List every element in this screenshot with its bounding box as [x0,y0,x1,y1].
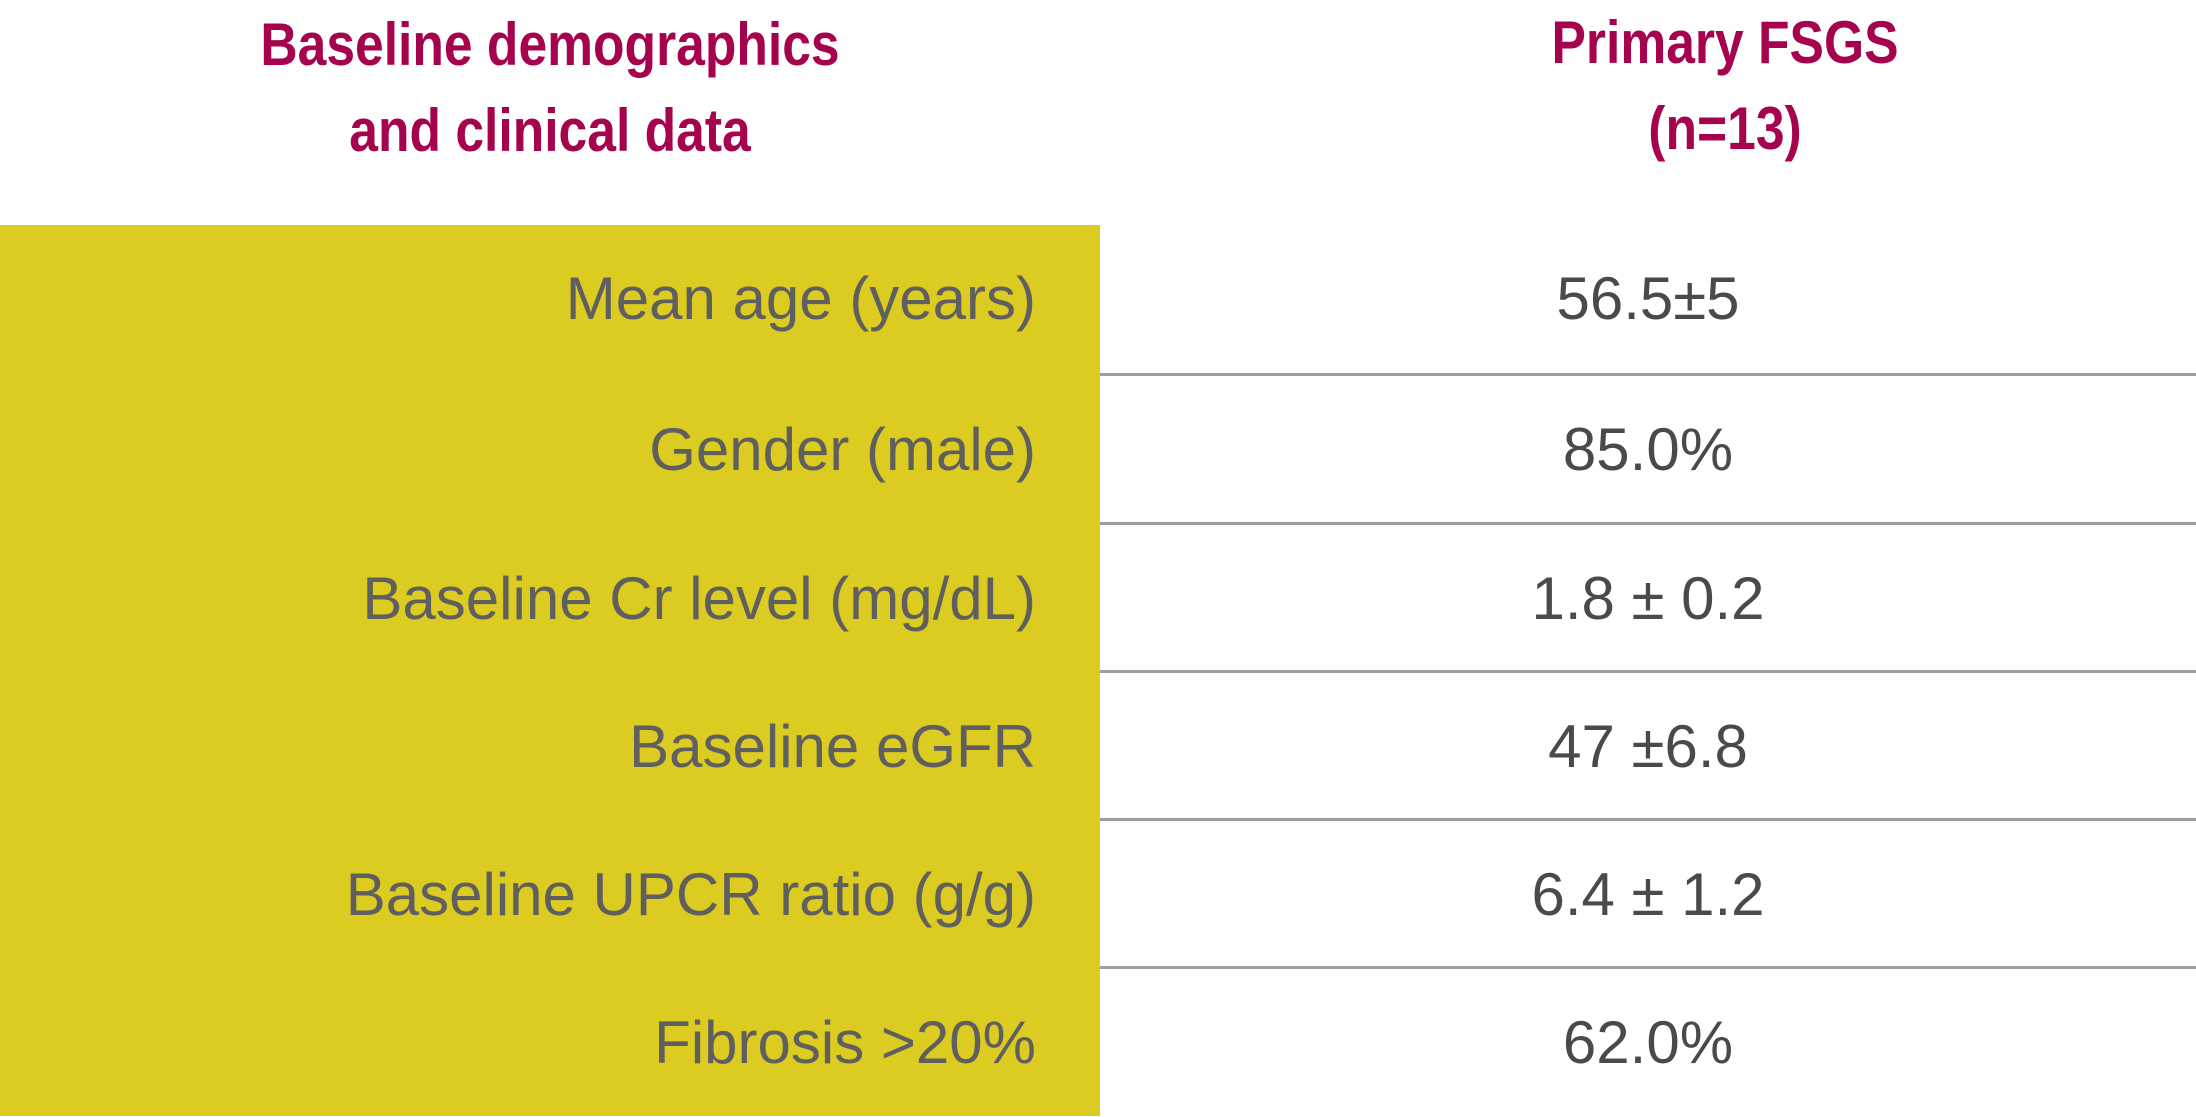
table-row: Fibrosis >20% 62.0% [0,969,2196,1117]
column-header-demographics-line2: and clinical data [349,97,751,164]
row-label: Baseline eGFR [629,713,1036,780]
table-row: Baseline UPCR ratio (g/g) 6.4 ± 1.2 [0,821,2196,969]
label-column-background [0,225,1100,1116]
row-divider [1100,670,2196,673]
row-label: Mean age (years) [565,265,1036,332]
table-row: Gender (male) 85.0% [0,376,2196,524]
column-header-demographics: Baseline demographics and clinical data [77,2,1023,174]
column-header-demographics-line1: Baseline demographics [260,11,840,78]
column-header-primary-fsgs-line1: Primary FSGS [1551,9,1899,76]
column-header-primary-fsgs-line2: (n=13) [1648,95,1802,162]
row-divider [1100,522,2196,525]
row-divider [1100,373,2196,376]
row-label: Gender (male) [649,416,1036,483]
row-value: 62.0% [1562,1009,1734,1076]
row-value: 1.8 ± 0.2 [1531,565,1765,632]
table-row: Mean age (years) 56.5±5 [0,225,2196,373]
column-header-primary-fsgs: Primary FSGS (n=13) [1254,0,2196,172]
row-value: 85.0% [1562,416,1734,483]
row-divider [1100,818,2196,821]
row-label: Baseline Cr level (mg/dL) [362,565,1036,632]
row-label: Baseline UPCR ratio (g/g) [345,861,1036,928]
row-divider [1100,966,2196,969]
row-value: 56.5±5 [1556,265,1740,332]
table-row: Baseline eGFR 47 ±6.8 [0,673,2196,821]
row-value: 6.4 ± 1.2 [1531,861,1765,928]
table-row: Baseline Cr level (mg/dL) 1.8 ± 0.2 [0,525,2196,673]
row-value: 47 ±6.8 [1548,713,1748,780]
row-label: Fibrosis >20% [654,1009,1036,1076]
